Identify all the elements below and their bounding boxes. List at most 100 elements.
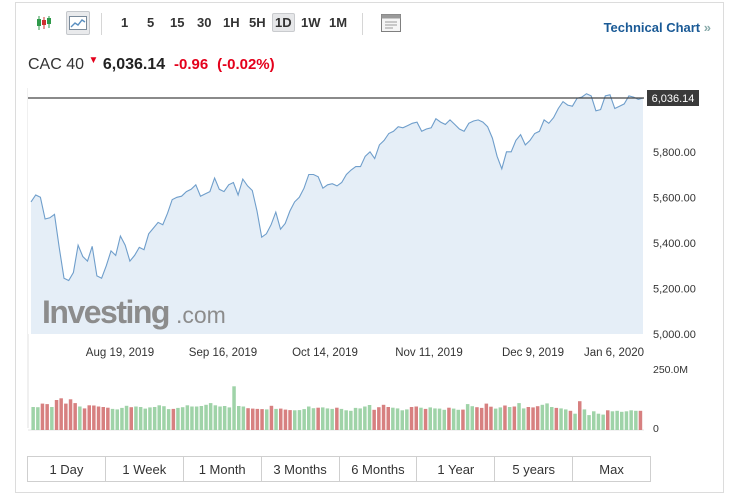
volume-bar (101, 407, 105, 430)
volume-bar (433, 408, 437, 430)
volume-bar (297, 410, 302, 430)
volume-bar (521, 408, 526, 430)
volume-bar (428, 407, 432, 430)
range-tab-max[interactable]: Max (599, 461, 624, 477)
area-chart-icon[interactable] (66, 11, 90, 35)
volume-bar (232, 386, 236, 430)
volume-bar (634, 410, 638, 430)
volume-bar (157, 405, 161, 430)
watermark-suffix: .com (176, 302, 226, 328)
watermark-brand: Investing (42, 294, 169, 330)
investing-watermark: Investing .com (42, 294, 226, 330)
volume-bar (335, 407, 339, 430)
volume-bar (437, 408, 442, 430)
volume-bar (222, 406, 227, 430)
volume-bar (559, 408, 563, 430)
volume-bar (405, 409, 409, 430)
volume-bar (194, 406, 199, 430)
volume-bar (152, 407, 157, 430)
volume-bar (564, 409, 568, 430)
volume-bar (241, 406, 246, 430)
x-axis-label: Sep 16, 2019 (189, 347, 257, 359)
volume-bar (96, 406, 101, 430)
x-axis-label: Jan 6, 2020 (584, 347, 644, 359)
price-chart[interactable]: Investing .com 6,036.14 5,000.00 5,200.00… (16, 3, 723, 448)
timeframe-1h[interactable]: 1H (223, 15, 240, 30)
volume-bar (419, 407, 423, 430)
y-axis-label: 5,800.00 (653, 147, 696, 159)
volume-bar (484, 403, 489, 430)
volume-bar (213, 405, 218, 430)
volume-bar (386, 407, 390, 430)
volume-bar (349, 410, 353, 430)
price-change: -0.96 (174, 56, 209, 73)
range-tab-1-week[interactable]: 1 Week (106, 457, 184, 481)
technical-chart-label: Technical Chart (603, 20, 701, 35)
volume-bar (620, 411, 624, 430)
candlestick-icon[interactable] (32, 11, 56, 35)
volume-bar (138, 407, 143, 430)
volume-bar (227, 407, 232, 430)
volume-bar (447, 407, 451, 430)
volume-bar (531, 407, 535, 430)
volume-bar (377, 407, 381, 430)
range-tab-5-years[interactable]: 5 years (495, 457, 574, 481)
volume-bar (36, 407, 40, 430)
timeframe-1m[interactable]: 1M (329, 15, 348, 30)
volume-bar (134, 406, 138, 430)
volume-bar (148, 407, 152, 430)
volume-bar (489, 406, 493, 430)
price-line (30, 93, 644, 282)
volume-bar (307, 406, 311, 430)
volume-bar (512, 406, 517, 430)
volume-bar (568, 410, 573, 430)
volume-bar (129, 407, 133, 430)
last-price: 6,036.14 (102, 56, 166, 73)
volume-bar (442, 409, 446, 430)
range-tab-6-months[interactable]: 6 Months (340, 457, 418, 481)
volume-bar (293, 410, 297, 430)
timeframe-5h[interactable]: 5H (249, 15, 266, 30)
double-chevron-right-icon: » (703, 20, 711, 35)
volume-bar (185, 405, 190, 430)
volume-bar (526, 407, 531, 430)
price-change-percent: (-0.02%) (217, 56, 275, 73)
volume-bar (475, 407, 479, 430)
volume-bar (59, 398, 63, 430)
volume-bar (302, 409, 306, 430)
last-price-tag-label: 6,036.14 (652, 93, 695, 105)
volume-bar (414, 406, 418, 430)
volume-bar (269, 405, 274, 430)
volume-bar (115, 409, 119, 430)
volume-bar (124, 405, 129, 430)
timeframe-1[interactable]: 1 (121, 15, 129, 30)
range-tab-1-month[interactable]: 1 Month (184, 457, 262, 481)
timeframe-1d[interactable]: 1D (272, 13, 295, 32)
volume-bar (325, 408, 330, 430)
x-axis-label: Nov 11, 2019 (395, 347, 463, 359)
price-area (31, 93, 643, 334)
timeframe-1w[interactable]: 1W (301, 15, 321, 30)
timeframe-5[interactable]: 5 (147, 15, 155, 30)
volume-bar (470, 406, 474, 430)
timeframe-15[interactable]: 15 (170, 15, 185, 30)
volume-bar (311, 408, 316, 430)
y-axis-label: 5,600.00 (653, 192, 696, 204)
volume-bar (321, 407, 325, 430)
volume-zero-label: 0 (653, 423, 659, 435)
range-tab-3-months[interactable]: 3 Months (262, 457, 340, 481)
range-tab-1-year[interactable]: 1 Year (417, 457, 496, 481)
volume-bar (176, 407, 180, 430)
technical-chart-link[interactable]: Technical Chart » (604, 20, 711, 35)
volume-bar (592, 411, 596, 430)
window-icon[interactable] (379, 11, 403, 35)
volume-bar (68, 399, 73, 430)
volume-bar (517, 403, 521, 430)
volume-bar (143, 408, 147, 430)
y-axis-label: 5,000.00 (653, 329, 696, 341)
volume-bar (339, 408, 344, 430)
timeframe-30[interactable]: 30 (197, 15, 212, 30)
volume-bar (573, 413, 577, 430)
range-tab-1-day[interactable]: 1 Day (28, 457, 106, 481)
toolbar-divider (101, 13, 102, 35)
